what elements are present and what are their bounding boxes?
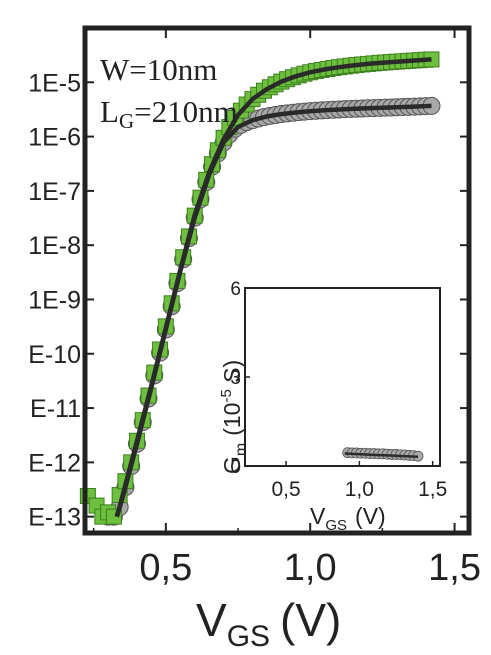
- main-xlabel-unit: (V): [280, 594, 341, 646]
- inset-x-tick-label: 1,5: [418, 478, 447, 501]
- main-plot-frame: [82, 25, 472, 536]
- y-tick-label: E-12: [28, 449, 81, 477]
- inset-ylabel-paren: (10: [219, 403, 245, 436]
- main-series-layer: [79, 51, 441, 526]
- inset-ylabel-main: G: [219, 456, 245, 474]
- inset-fit-line: [344, 452, 419, 459]
- inset-xlabel-unit: (V): [355, 503, 386, 529]
- x-tick-label: 1,0: [284, 547, 337, 589]
- y-tick-label: 1E-8: [28, 232, 81, 260]
- inset-xlabel-main: V: [310, 503, 326, 529]
- y-tick-label: 1E-5: [28, 69, 81, 97]
- inset-frame: [244, 287, 441, 467]
- annotation-gate-sub: G: [119, 109, 134, 133]
- inset-y-axis-label: Gm (10-5 S): [218, 360, 250, 474]
- inset-ylabel-sub: m: [233, 443, 250, 456]
- annotation-gate-length-label: LG=210nm: [100, 94, 238, 133]
- annotation-width-label: W=10nm: [100, 52, 217, 87]
- y-tick-label: E-10: [28, 341, 81, 369]
- x-tick-label: 0,5: [139, 547, 192, 589]
- inset-series-layer: [342, 447, 424, 462]
- y-tick-label: 1E-6: [28, 124, 81, 152]
- x-tick-label: 1,5: [428, 547, 481, 589]
- fit-line: [114, 103, 432, 518]
- inset-y-tick-label: 6: [230, 279, 241, 300]
- inset-x-tick-label: 1,0: [345, 478, 374, 501]
- inset-x-tick-label: 0,5: [271, 478, 300, 501]
- inset-chart: 0 3 6 0,5 1,0 1,5 Gm (10-5 S) VGS (V): [218, 279, 447, 534]
- inset-axes: 0 3 6 0,5 1,0 1,5: [230, 279, 447, 501]
- main-xlabel-main: V: [196, 594, 227, 646]
- inset-y-tick-label: 3: [230, 368, 241, 389]
- y-tick-label: E-11: [30, 395, 81, 423]
- inset-ylabel-unit: S): [219, 360, 245, 389]
- y-tick-label: 1E-9: [28, 286, 81, 314]
- annotation-gate-main: L: [100, 94, 119, 129]
- inset-ylabel-exp: -5: [218, 389, 235, 402]
- y-tick-label: 1E-7: [28, 178, 81, 206]
- y-tick-label: E-13: [28, 504, 81, 532]
- inset-xlabel-sub: GS: [325, 517, 347, 534]
- annotation-gate-rest: =210nm: [134, 94, 238, 129]
- inset-y-tick-label: 0: [230, 457, 241, 478]
- annotation: W=10nm LG=210nm: [100, 52, 238, 133]
- main-axes: 1E-5 1E-6 1E-7 1E-8 1E-9 E-10 E-11 E-12 E-13 0,5 1…: [28, 28, 481, 589]
- inset-x-axis-label: VGS (V): [310, 503, 386, 534]
- main-xlabel-sub: GS: [227, 620, 270, 650]
- main-x-axis-label: VGS (V): [196, 594, 341, 650]
